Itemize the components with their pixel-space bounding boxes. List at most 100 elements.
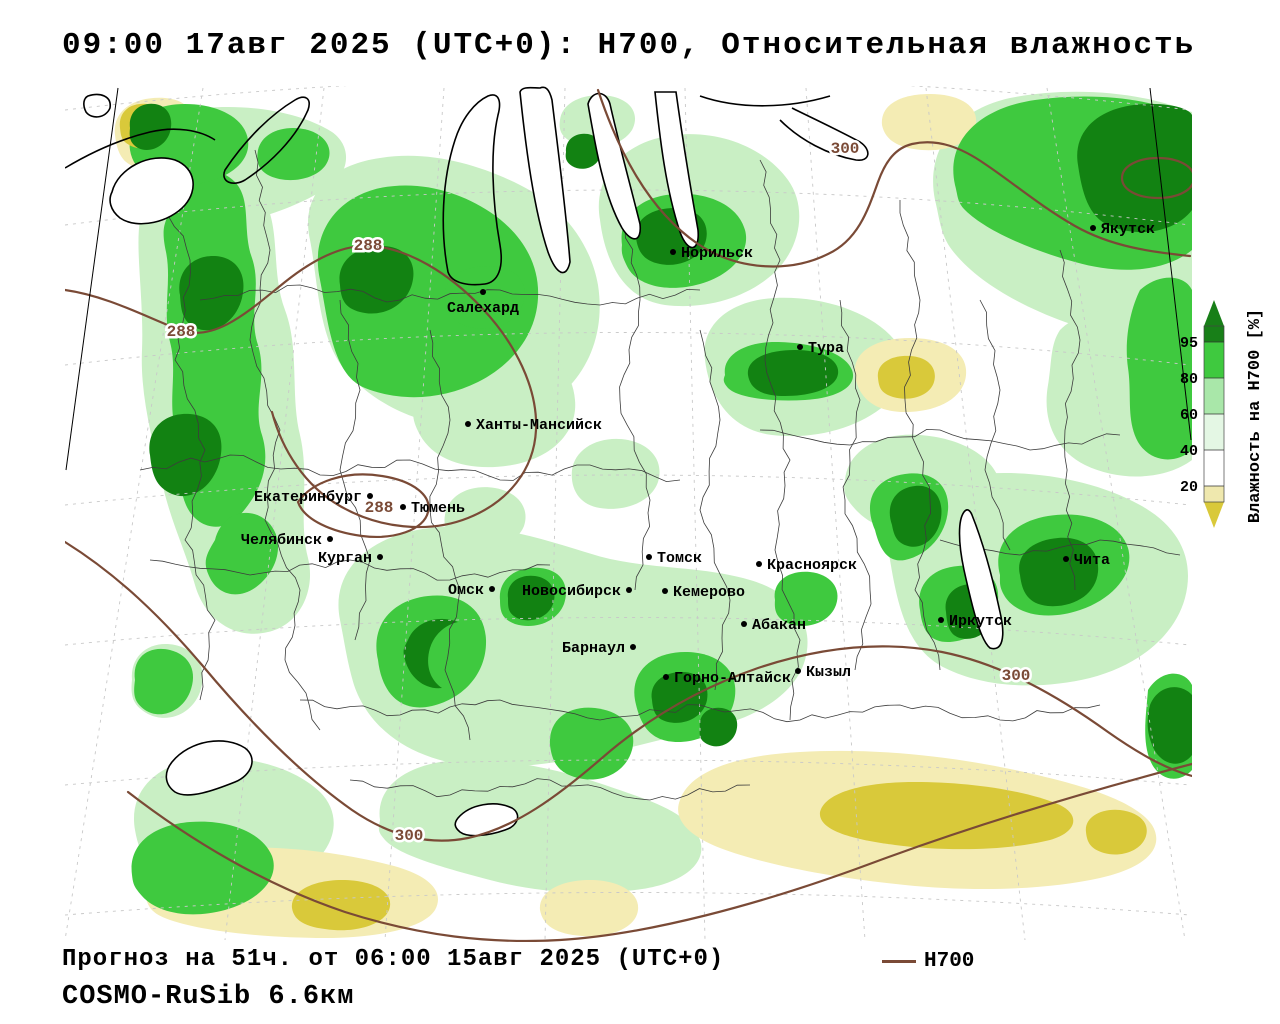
humidity-shading-yellow-pale-shape <box>539 880 639 937</box>
humidity-shading-medium-shape <box>549 707 634 780</box>
city-label: Новосибирск <box>522 583 621 600</box>
contour-label: 288 <box>167 323 196 341</box>
humidity-shading-dark-shape <box>1019 537 1099 607</box>
graticule-shape <box>65 892 1191 916</box>
coastlines-shape <box>519 86 571 274</box>
humidity-shading-yellow-pale-shape <box>881 94 977 151</box>
city-marker <box>756 561 762 567</box>
city-label: Кызыл <box>806 664 851 681</box>
coastlines-shape <box>442 94 502 286</box>
humidity-shading-medium-shape <box>1126 277 1192 460</box>
map-title: 09:00 17авг 2025 (UTC+0): H700, Относите… <box>62 28 1196 63</box>
coastlines-shape <box>654 91 699 249</box>
city-marker <box>489 586 495 592</box>
admin-border-line <box>139 454 681 483</box>
graticule-shape <box>65 332 1191 366</box>
admin-border-line <box>199 284 701 306</box>
city-marker <box>377 554 383 560</box>
colorbar-tick-label: 80 <box>1180 371 1198 388</box>
city-marker <box>662 588 668 594</box>
colorbar-arrow-up <box>1204 300 1224 326</box>
city-marker <box>480 289 486 295</box>
admin-border-line <box>149 559 551 581</box>
colorbar-arrow-down <box>1204 502 1224 528</box>
city-marker <box>797 344 803 350</box>
humidity-shading-medium-shape <box>131 821 274 915</box>
city-label: Норильск <box>681 245 753 262</box>
admin-border-line <box>979 299 1011 551</box>
contour-label: 300 <box>831 140 860 158</box>
humidity-shading-dark-shape <box>1147 687 1192 764</box>
city-marker <box>327 536 333 542</box>
coastlines-shape <box>65 128 216 169</box>
city-label: Салехард <box>447 300 519 317</box>
humidity-shading-medium-shape <box>444 266 525 329</box>
admin-border-line <box>899 200 941 671</box>
coastlines-shape <box>83 93 111 118</box>
graticule <box>65 86 1191 941</box>
coastlines-shape <box>109 157 194 225</box>
contour-legend: H700 <box>882 950 974 973</box>
humidity-shading-dark-shape <box>339 246 414 314</box>
humidity-shading-medium-shape <box>134 648 194 715</box>
city-label: Екатеринбург <box>254 489 362 506</box>
humidity-shading-medium-shape <box>257 128 330 181</box>
humidity-shading-light-shape <box>571 438 660 509</box>
humidity-shading-medium-shape <box>205 512 279 595</box>
h700-contours-shape <box>126 762 1192 942</box>
city-marker <box>1063 556 1069 562</box>
humidity-shading-dark-shape <box>565 133 602 169</box>
city-label: Курган <box>318 550 372 567</box>
city-marker <box>646 554 652 560</box>
city-label: Томск <box>657 550 702 567</box>
humidity-shading-medium-shape <box>774 571 838 626</box>
city-label: Якутск <box>1101 221 1155 238</box>
contour-label: 300 <box>1002 667 1031 685</box>
coastlines <box>65 86 1004 837</box>
contour-legend-label: H700 <box>924 950 975 973</box>
humidity-shading-medium-shape <box>317 185 539 398</box>
model-info: COSMO-RuSib 6.6км <box>62 982 355 1012</box>
city-label: Барнаул <box>562 640 625 657</box>
graticule-shape <box>65 759 1191 786</box>
coastlines-shape <box>699 95 831 107</box>
humidity-shading-yellow-deep-shape <box>291 880 391 931</box>
forecast-info: Прогноз на 51ч. от 06:00 15авг 2025 (UTC… <box>62 946 725 973</box>
colorbar-band <box>1204 414 1224 450</box>
city-label: Горно-Алтайск <box>674 670 791 687</box>
city-label: Челябинск <box>241 532 322 549</box>
admin-border-line <box>429 329 471 741</box>
admin-borders <box>139 149 1181 801</box>
humidity-shading-dark-shape <box>149 413 222 497</box>
humidity-shading-dark-shape <box>129 103 172 151</box>
graticule-shape <box>65 617 1191 646</box>
cities-layer: Норильск Салехард Тура Якутск Ханты-Мансийск… <box>241 221 1155 687</box>
humidity-shading-dark-shape <box>747 350 839 396</box>
h700-line-icon <box>882 960 916 963</box>
colorbar-band <box>1204 342 1224 378</box>
admin-border-line <box>839 299 872 671</box>
city-marker <box>795 668 801 674</box>
humidity-shading-dark-shape <box>699 707 738 747</box>
contour-label: 300 <box>395 827 424 845</box>
humidity-shading-dark-shape <box>889 485 942 547</box>
domain-edge-shape <box>65 87 119 471</box>
colorbar-tick-label: 20 <box>1180 479 1198 496</box>
graticule-shape <box>65 189 1191 226</box>
city-marker <box>670 249 676 255</box>
colorbar-tick-label: 40 <box>1180 443 1198 460</box>
colorbar-band <box>1204 326 1224 342</box>
city-label: Тюмень <box>411 500 465 517</box>
city-marker <box>1090 225 1096 231</box>
city-marker <box>367 493 373 499</box>
colorbar-band <box>1204 378 1224 414</box>
graticule-shape <box>544 87 566 941</box>
coastlines-shape <box>165 740 253 796</box>
city-marker <box>465 421 471 427</box>
colorbar-band <box>1204 486 1224 502</box>
admin-border-line <box>349 778 751 801</box>
humidity-shading-dark-shape <box>507 575 555 621</box>
city-label: Омск <box>448 582 484 599</box>
city-marker <box>938 617 944 623</box>
city-label: Ханты-Мансийск <box>476 417 602 434</box>
